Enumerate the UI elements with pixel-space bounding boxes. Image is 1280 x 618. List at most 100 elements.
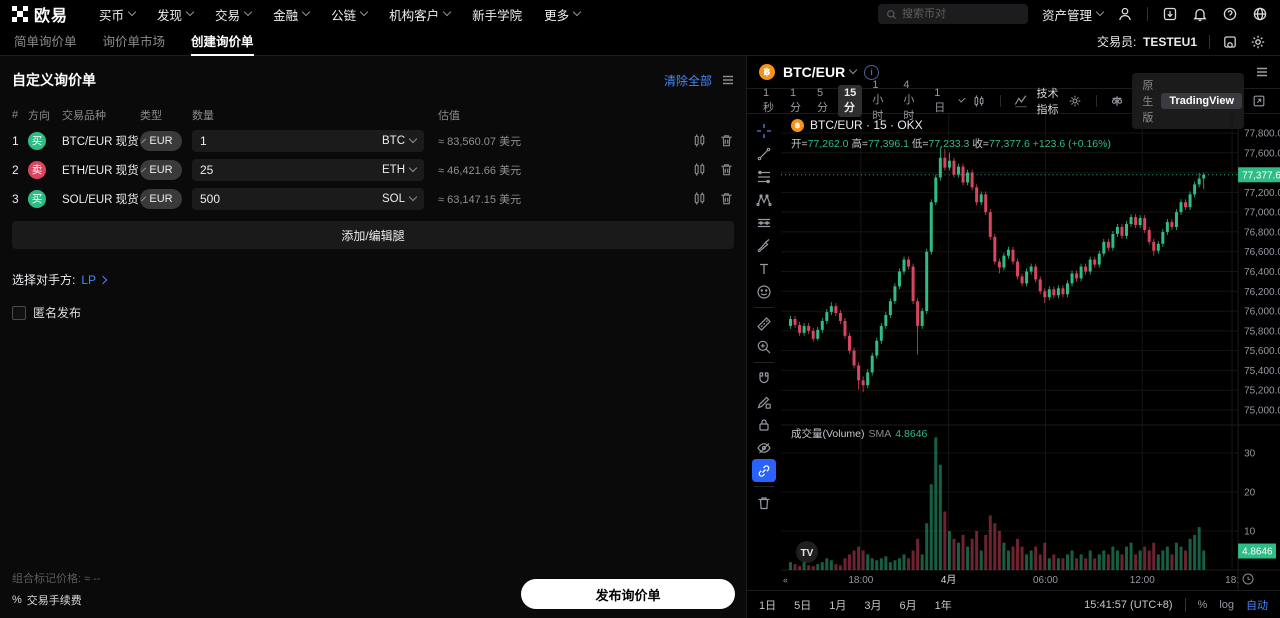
delete-trash-icon[interactable] bbox=[719, 162, 734, 177]
indicators-icon[interactable] bbox=[1010, 94, 1032, 108]
auto-scale-button[interactable]: 自动 bbox=[1246, 599, 1268, 612]
unit-dropdown[interactable]: BTC bbox=[382, 134, 418, 147]
xabcd-pattern-icon[interactable] bbox=[752, 188, 776, 211]
download-app-icon[interactable] bbox=[1162, 6, 1178, 22]
menu-more[interactable]: 更多 bbox=[533, 0, 591, 28]
menu-academy[interactable]: 新手学院 bbox=[472, 8, 523, 23]
crosshair-icon[interactable] bbox=[752, 119, 776, 142]
long-position-icon[interactable] bbox=[752, 211, 776, 234]
tf-1m[interactable]: 1分 bbox=[790, 87, 801, 114]
candle-style-icon[interactable] bbox=[968, 94, 990, 108]
assets-menu[interactable]: 资产管理 bbox=[1042, 5, 1105, 24]
range-1d[interactable]: 1日 bbox=[759, 599, 777, 612]
amount-input[interactable] bbox=[200, 133, 382, 148]
amount-input[interactable] bbox=[200, 191, 382, 206]
unit-dropdown[interactable]: ETH bbox=[382, 163, 418, 176]
type-pill[interactable]: EUR bbox=[140, 159, 182, 180]
percent-scale-button[interactable]: % bbox=[1197, 598, 1208, 611]
instrument-selector[interactable]: BTC/EUR 现货 bbox=[62, 133, 146, 149]
menu-finance[interactable]: 金融 bbox=[262, 0, 320, 28]
amount-field[interactable]: BTC bbox=[192, 129, 424, 152]
range-6mo[interactable]: 6月 bbox=[899, 599, 917, 612]
delete-trash-icon[interactable] bbox=[719, 133, 734, 148]
panel-menu-icon[interactable] bbox=[722, 74, 734, 86]
okx-logo[interactable]: 欧易 bbox=[12, 2, 68, 26]
brush-icon[interactable] bbox=[752, 234, 776, 257]
emoji-tool-icon[interactable] bbox=[752, 280, 776, 303]
clock-readout[interactable]: 15:41:57 (UTC+8) bbox=[1084, 598, 1173, 611]
symbol-selector[interactable]: BTC/EUR bbox=[783, 64, 858, 80]
user-icon[interactable] bbox=[1117, 6, 1133, 22]
text-tool-icon[interactable] bbox=[752, 257, 776, 280]
tf-1s[interactable]: 1秒 bbox=[763, 87, 774, 114]
add-edit-legs-button[interactable]: 添加/编辑腿 bbox=[12, 221, 734, 249]
tab-rfq-board[interactable]: 询价单市场 bbox=[102, 35, 166, 49]
range-1mo[interactable]: 1月 bbox=[829, 599, 847, 612]
type-pill[interactable]: EUR bbox=[140, 188, 182, 209]
tab-simple-rfq[interactable]: 简单询价单 bbox=[14, 35, 77, 49]
tf-15m[interactable]: 15分 bbox=[838, 85, 863, 117]
info-icon[interactable]: i bbox=[864, 64, 880, 80]
indicators-label[interactable]: 技术指标 bbox=[1036, 88, 1059, 116]
zoom-in-icon[interactable] bbox=[752, 335, 776, 358]
edit-drawings-icon[interactable] bbox=[752, 390, 776, 413]
col-amount: 数量 bbox=[192, 110, 214, 122]
menu-buy-crypto[interactable]: 买币 bbox=[88, 0, 146, 28]
menu-trade[interactable]: 交易 bbox=[204, 0, 262, 28]
settings-gear-icon[interactable] bbox=[1250, 34, 1266, 50]
notifications-icon[interactable] bbox=[1192, 6, 1208, 22]
delete-trash-icon[interactable] bbox=[719, 191, 734, 206]
chart-candles-icon[interactable] bbox=[692, 191, 707, 206]
amount-field[interactable]: SOL bbox=[192, 187, 424, 210]
compare-icon[interactable] bbox=[1106, 94, 1128, 108]
fib-retracement-icon[interactable] bbox=[752, 165, 776, 188]
native-version-button[interactable]: 原生版 bbox=[1142, 80, 1154, 124]
divider bbox=[1147, 7, 1148, 21]
search-input[interactable] bbox=[901, 8, 1012, 20]
tf-1d[interactable]: 1日 bbox=[934, 87, 946, 114]
type-pill[interactable]: EUR bbox=[140, 130, 182, 151]
fullscreen-icon[interactable] bbox=[1248, 94, 1270, 108]
instrument-selector[interactable]: SOL/EUR 现货 bbox=[62, 191, 146, 207]
range-3mo[interactable]: 3月 bbox=[864, 599, 882, 612]
lock-drawings-icon[interactable] bbox=[752, 413, 776, 436]
trend-line-icon[interactable] bbox=[752, 142, 776, 165]
tab-create-rfq[interactable]: 创建询价单 bbox=[191, 28, 254, 56]
more-timeframes-caret-icon[interactable] bbox=[958, 95, 966, 103]
sync-drawings-link-icon[interactable] bbox=[752, 459, 776, 482]
chart-canvas[interactable]: 18:00 4月 06:00 12:00 18: 77,800.0 77,600.0 77,2… bbox=[781, 114, 1280, 590]
history-icon[interactable] bbox=[1222, 34, 1238, 50]
anonymous-checkbox[interactable] bbox=[12, 305, 26, 320]
range-5d[interactable]: 5日 bbox=[794, 599, 812, 612]
log-scale-button[interactable]: log bbox=[1219, 598, 1234, 611]
chart-plot-area[interactable]: 18:00 4月 06:00 12:00 18: 77,800.0 77,600.0 77,2… bbox=[781, 114, 1280, 590]
tradingview-button[interactable]: TradingView bbox=[1161, 93, 1242, 109]
search-box[interactable] bbox=[877, 4, 1028, 24]
magnet-icon[interactable] bbox=[752, 367, 776, 390]
tf-1h[interactable]: 1小时 bbox=[872, 79, 884, 122]
amount-field[interactable]: ETH bbox=[192, 158, 424, 181]
hide-drawings-icon[interactable] bbox=[752, 436, 776, 459]
publish-rfq-button[interactable]: 发布询价单 bbox=[521, 579, 735, 609]
percent-icon: % bbox=[12, 594, 22, 606]
help-icon[interactable] bbox=[1222, 6, 1238, 22]
chart-candles-icon[interactable] bbox=[692, 133, 707, 148]
chart-candles-icon[interactable] bbox=[692, 162, 707, 177]
range-1y[interactable]: 1年 bbox=[934, 599, 952, 612]
valuation-text: ≈ 63,147.15 美元 bbox=[438, 193, 522, 206]
unit-dropdown[interactable]: SOL bbox=[382, 192, 418, 205]
indicator-settings-gear-icon[interactable] bbox=[1064, 94, 1086, 108]
menu-chain[interactable]: 公链 bbox=[320, 0, 378, 28]
language-globe-icon[interactable] bbox=[1252, 6, 1268, 22]
counterparty-selector[interactable]: LP bbox=[81, 273, 108, 287]
chart-menu-icon[interactable] bbox=[1256, 66, 1268, 78]
menu-institutional[interactable]: 机构客户 bbox=[378, 0, 461, 28]
measure-ruler-icon[interactable] bbox=[752, 312, 776, 335]
instrument-selector[interactable]: ETH/EUR 现货 bbox=[62, 162, 146, 178]
clear-all-link[interactable]: 清除全部 bbox=[663, 73, 712, 88]
menu-discover[interactable]: 发现 bbox=[146, 0, 204, 28]
tf-4h[interactable]: 4小时 bbox=[903, 79, 915, 122]
remove-drawings-trash-icon[interactable] bbox=[752, 491, 776, 514]
amount-input[interactable] bbox=[200, 162, 382, 177]
tf-5m[interactable]: 5分 bbox=[817, 87, 828, 114]
